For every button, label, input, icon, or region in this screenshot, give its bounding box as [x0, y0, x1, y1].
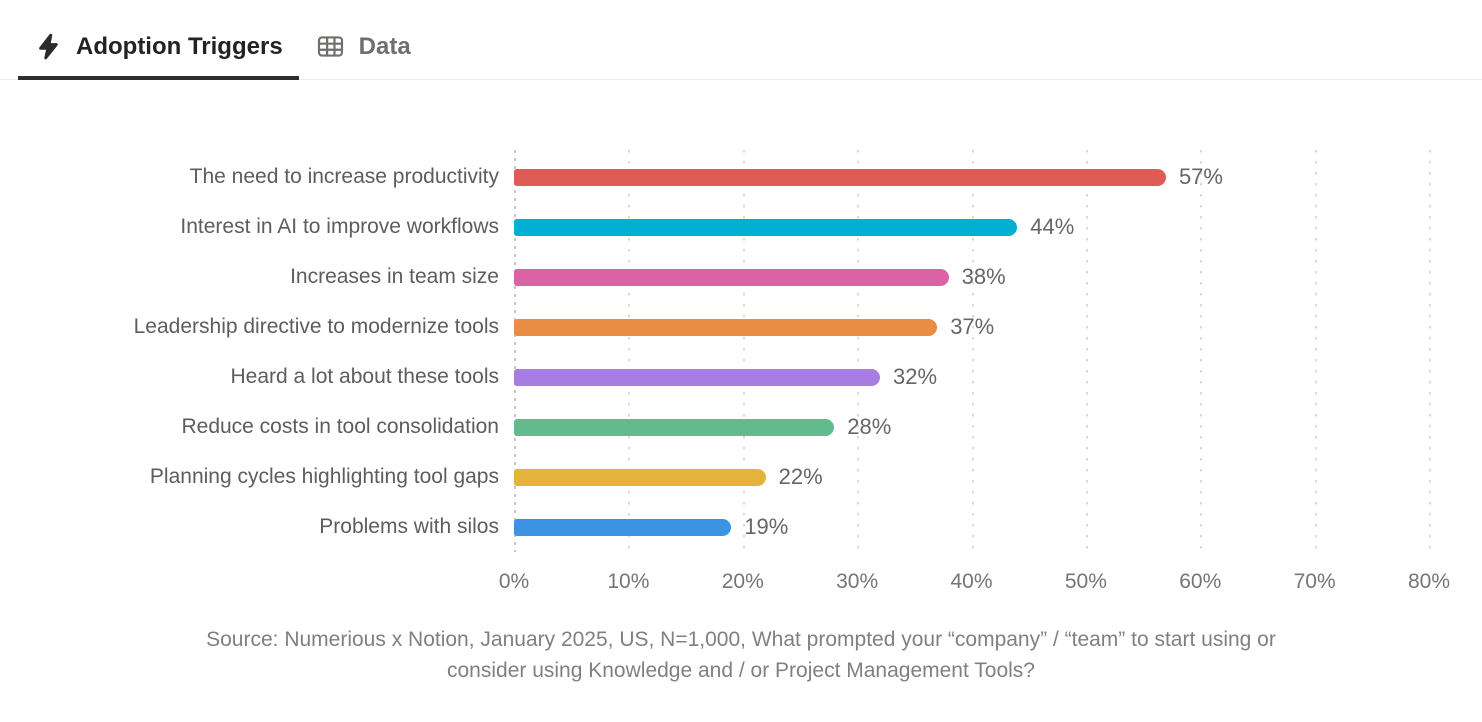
value-label: 28%	[847, 414, 892, 439]
gridline	[1085, 150, 1088, 552]
bar-row: The need to increase productivity 57%	[0, 152, 1482, 202]
x-tick-label: 0%	[498, 570, 530, 593]
bar-row: Problems with silos 19%	[0, 502, 1482, 552]
value-label: 19%	[744, 514, 789, 539]
value-label: 22%	[778, 464, 823, 489]
x-tick-label: 20%	[721, 570, 764, 593]
gridlines	[514, 150, 1431, 552]
x-tick-label: 50%	[1064, 570, 1107, 593]
bar[interactable]	[514, 518, 732, 536]
x-tick-label: 30%	[836, 570, 879, 593]
bar-row: Reduce costs in tool consolidation 28%	[0, 402, 1482, 452]
source-note: Source: Numerious x Notion, January 2025…	[0, 624, 1482, 686]
tab-adoption-triggers[interactable]: Adoption Triggers	[18, 32, 299, 80]
x-axis: 0% 10% 20% 30% 40% 50% 60% 70% 80%	[499, 568, 1450, 598]
gridline	[857, 150, 860, 552]
bar[interactable]	[514, 168, 1166, 186]
gridline	[628, 150, 631, 552]
x-tick-label: 10%	[607, 570, 650, 593]
value-label: 38%	[961, 264, 1006, 289]
bar[interactable]	[514, 318, 938, 336]
gridline	[1429, 150, 1431, 552]
tab-bar: Adoption Triggers Data	[0, 0, 1482, 80]
value-label: 44%	[1030, 214, 1075, 239]
bar[interactable]	[514, 468, 766, 486]
bar[interactable]	[514, 268, 949, 286]
bar-chart: The need to increase productivity 57% Inte…	[0, 150, 1482, 552]
category-label: Interest in AI to improve workflows	[180, 215, 499, 238]
table-icon	[315, 32, 346, 61]
bar-row: Heard a lot about these tools 32%	[0, 352, 1482, 402]
x-tick-label: 40%	[950, 570, 993, 593]
gridline	[971, 150, 974, 552]
value-label: 37%	[950, 314, 995, 339]
gridline	[742, 150, 745, 552]
tab-label: Adoption Triggers	[76, 32, 283, 60]
x-tick-label: 80%	[1407, 570, 1451, 593]
bar[interactable]	[514, 218, 1018, 236]
category-label: Leadership directive to modernize tools	[133, 315, 499, 338]
value-label: 32%	[893, 364, 938, 389]
category-label: Heard a lot about these tools	[230, 365, 499, 388]
bar-row: Planning cycles highlighting tool gaps 22…	[0, 452, 1482, 502]
category-label: Increases in team size	[290, 265, 499, 288]
category-label: Reduce costs in tool consolidation	[181, 415, 499, 438]
category-label: Problems with silos	[319, 515, 499, 538]
bar-row: Interest in AI to improve workflows 44%	[0, 202, 1482, 252]
gridline	[1314, 150, 1317, 552]
source-line-2: consider using Knowledge and / or Projec…	[447, 659, 1035, 682]
bar-row: Increases in team size 38%	[0, 252, 1482, 302]
lightning-icon	[34, 32, 63, 61]
chart-panel: The need to increase productivity 57% Inte…	[0, 150, 1482, 686]
source-line-1: Source: Numerious x Notion, January 2025…	[206, 628, 1276, 651]
bar[interactable]	[514, 418, 835, 436]
tab-data[interactable]: Data	[299, 32, 427, 80]
value-label: 57%	[1178, 164, 1223, 189]
y-axis-line	[514, 150, 516, 552]
x-tick-label: 70%	[1293, 570, 1336, 593]
category-label: Planning cycles highlighting tool gaps	[149, 465, 499, 488]
bar-row: Leadership directive to modernize tools 3…	[0, 302, 1482, 352]
gridline	[1200, 150, 1203, 552]
tab-label: Data	[358, 32, 411, 60]
category-label: The need to increase productivity	[189, 165, 499, 188]
bar[interactable]	[514, 368, 880, 386]
x-tick-label: 60%	[1179, 570, 1222, 593]
